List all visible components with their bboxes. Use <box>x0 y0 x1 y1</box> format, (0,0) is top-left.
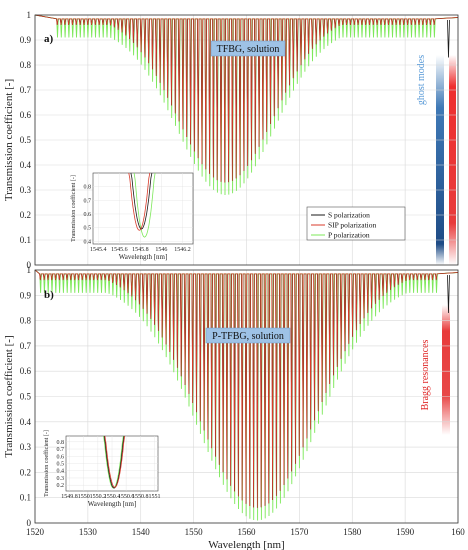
edge-dip <box>447 19 450 58</box>
y-tick-label: 0.5 <box>20 135 32 145</box>
inset-x-tick: 1550.2 <box>90 494 107 500</box>
inset-y-label: Transmission coefficient [-] <box>43 430 50 497</box>
y-tick-label: 0.9 <box>20 35 32 45</box>
inset-y-tick: 0.7 <box>84 198 92 204</box>
chart-title: P-TFBG, solution <box>212 331 284 342</box>
side-gradient-band <box>436 55 444 265</box>
inset-x-tick: 1545.6 <box>111 247 128 253</box>
inset-y-tick: 0.4 <box>57 469 65 475</box>
legend-entry: SIP polarization <box>328 221 377 230</box>
title-box-bg <box>210 40 286 57</box>
inset-y-tick: 0.6 <box>84 212 92 218</box>
inset-x-tick: 1545.4 <box>90 247 107 253</box>
inset-y-tick: 0.2 <box>57 483 65 489</box>
inset-x-tick: 1546 <box>155 247 167 253</box>
inset-y-tick: 0.4 <box>84 239 92 245</box>
inset-x-tick: 1550.8 <box>132 494 149 500</box>
inset-x-label: Wavelength [nm] <box>119 253 168 261</box>
x-tick-label: 1540 <box>132 527 151 537</box>
y-tick-label: 0.8 <box>20 316 32 326</box>
side-label: ghost modes <box>416 55 427 105</box>
inset-y-tick: 0.5 <box>84 226 92 232</box>
axes-frame <box>34 14 459 266</box>
inset-series-line <box>128 172 151 231</box>
edge-dip <box>447 275 450 314</box>
y-tick-label: 0.6 <box>20 110 32 120</box>
y-tick-label: 1 <box>27 265 32 275</box>
title-box: TFBG, solution <box>210 40 286 57</box>
side-label: Bragg resonances <box>420 339 431 410</box>
x-tick-label: 1550 <box>185 527 204 537</box>
x-tick-label: 1530 <box>79 527 98 537</box>
inset-y-tick: 0.3 <box>57 476 65 482</box>
title-box-bg <box>205 327 291 344</box>
x-tick-label: 1560 <box>238 527 257 537</box>
chart-title: TFBG, solution <box>217 44 280 55</box>
inset-series-line <box>133 172 156 238</box>
inset-y-tick: 0.5 <box>57 462 65 468</box>
y-tick-label: 0.7 <box>20 341 32 351</box>
legend-entry: S polarization <box>328 211 370 220</box>
inset-series-line <box>104 435 126 488</box>
series-line-sip-polarization <box>34 14 459 183</box>
y-tick-label: 0.1 <box>20 493 31 503</box>
y-tick-label: 0.8 <box>20 60 32 70</box>
x-tick-label: 1520 <box>26 527 45 537</box>
inset-frame <box>92 172 194 245</box>
y-axis-label: Transmission coefficient [-] <box>3 79 15 201</box>
inset-y-label: Transmission coefficient [-] <box>70 175 77 242</box>
y-tick-label: 1 <box>27 10 32 20</box>
y-tick-label: 0.1 <box>20 235 31 245</box>
y-tick-label: 0.4 <box>20 160 32 170</box>
inset-x-tick: 1551 <box>148 494 160 500</box>
y-tick-label: 0.5 <box>20 392 32 402</box>
y-axis-label: Transmission coefficient [-] <box>3 335 15 457</box>
title-box: P-TFBG, solution <box>205 327 291 344</box>
x-tick-label: 160 <box>451 527 465 537</box>
inset-y-tick: 0.7 <box>57 447 65 453</box>
y-tick-label: 0.3 <box>20 185 32 195</box>
x-axis-label: Wavelength [nm] <box>208 539 284 550</box>
inset-y-tick: 0.8 <box>57 440 65 446</box>
inset-series-line <box>130 172 153 230</box>
inset-series-line <box>103 435 125 489</box>
y-tick-label: 0.4 <box>20 417 32 427</box>
inset-x-label: Wavelength [nm] <box>88 500 137 508</box>
inset: 0.4 0.5 0.6 0.7 0.8 1545.4 1545.6 1545.8 1546 154… <box>70 172 194 261</box>
x-tick-label: 1570 <box>290 527 309 537</box>
x-tick-label: 1590 <box>396 527 415 537</box>
legend-entry: P polarization <box>328 231 370 240</box>
y-tick-label: 0.3 <box>20 442 32 452</box>
series-line-p <box>34 269 459 521</box>
y-tick-label: 0 <box>27 518 32 528</box>
inset-x-tick: 1550.4 <box>104 494 121 500</box>
y-tick-label: 0 <box>27 260 32 270</box>
inset-x-tick: 1550 <box>78 494 90 500</box>
panel-a: 0 0.1 0.2 0.3 0.4 0.5 0.6 0.7 0.8 0.9 1 a) TFBG, sol… <box>3 10 459 270</box>
x-tick-label: 1580 <box>343 527 362 537</box>
y-tick-label: 0.2 <box>20 210 31 220</box>
panel-label: a) <box>44 33 54 45</box>
inset-x-tick: 1546.2 <box>174 247 191 253</box>
y-tick-label: 0.2 <box>20 467 31 477</box>
series-line-sip <box>34 269 459 508</box>
panel-label: b) <box>44 289 54 301</box>
inset-y-tick: 0.8 <box>84 185 92 191</box>
inset-x-tick: 1550.6 <box>118 494 135 500</box>
y-tick-label: 0.9 <box>20 290 32 300</box>
side-gradient-band-red <box>449 55 456 265</box>
axes-frame <box>34 269 459 524</box>
y-tick-label: 0.6 <box>20 366 32 376</box>
inset-y-tick: 0.6 <box>57 454 65 460</box>
side-gradient-band <box>442 305 450 435</box>
inset-x-tick: 1545.8 <box>132 247 149 253</box>
y-tick-label: 0.7 <box>20 85 32 95</box>
panels-layer: 00.10.20.30.40.50.60.70.80.91a)TFBG, sol… <box>3 10 465 550</box>
inset-x-tick: 1549.8 <box>61 494 78 500</box>
